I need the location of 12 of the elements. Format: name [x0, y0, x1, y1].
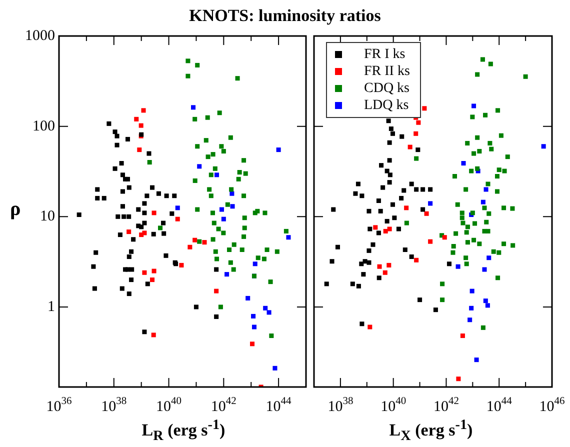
legend-label: FR II ks	[364, 64, 410, 80]
legend-label: CDQ ks	[364, 80, 410, 96]
chart-title: KNOTS: luminosity ratios	[188, 6, 382, 26]
x-axis-title: L$_{X}$ (erg s$^{-1}$)	[388, 417, 474, 446]
y-tick-label: 1000	[25, 28, 55, 44]
y-tick-label: 10	[40, 208, 55, 225]
y-tick-label: 1	[48, 298, 55, 315]
legend-label: FR I ks	[364, 46, 406, 62]
y-axis-title: ρ	[10, 198, 21, 220]
legend-label: LDQ ks	[364, 98, 409, 114]
x-axis-title: L$_{R}$ (erg s$^{-1}$)	[140, 417, 226, 446]
y-tick-label: 100	[32, 118, 55, 134]
